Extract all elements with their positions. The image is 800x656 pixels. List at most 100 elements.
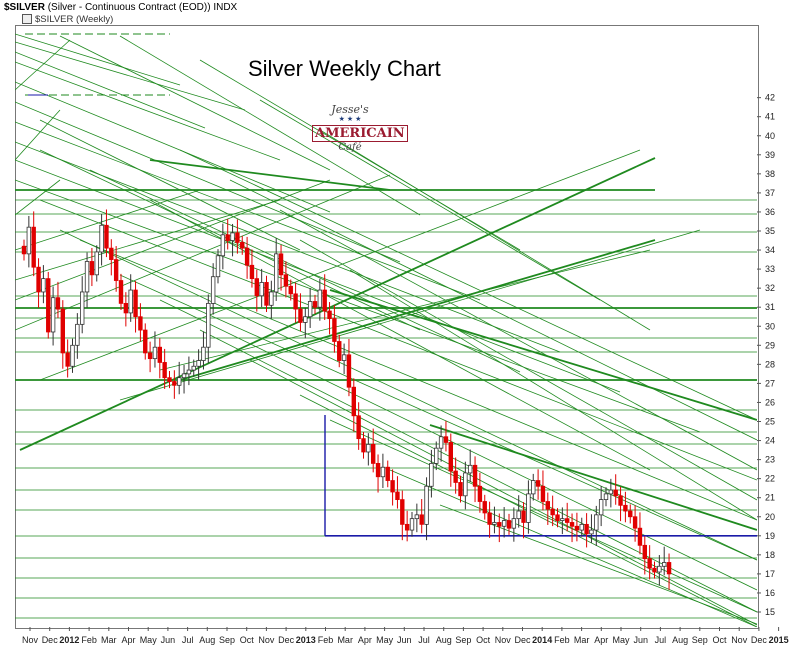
trendline-bold — [149, 159, 391, 191]
trendline-desc — [199, 59, 521, 251]
candle-body — [259, 282, 264, 297]
x-tick-label: May — [612, 635, 630, 645]
candle-body — [550, 508, 555, 516]
y-tick-label: 28 — [765, 359, 775, 369]
candle-body — [249, 264, 255, 280]
candle-body — [322, 289, 327, 312]
candle-body — [99, 224, 104, 253]
candle-body — [404, 523, 410, 531]
trendline-desc — [319, 129, 651, 331]
chart-header: $SILVER (Silver - Continuous Contract (E… — [4, 2, 237, 13]
candle-body — [477, 485, 483, 502]
chart-title: Silver Weekly Chart — [248, 56, 441, 81]
y-tick-label: 20 — [765, 512, 775, 522]
candle-body — [366, 443, 371, 453]
candle-body — [637, 527, 643, 546]
legend-series-label: $SILVER (Weekly) — [35, 14, 114, 25]
trendline-desc — [15, 159, 621, 393]
candle-body — [70, 344, 75, 367]
candle-body — [584, 523, 589, 535]
trendline-desc — [229, 179, 757, 441]
candle-body — [152, 346, 158, 360]
x-tick-label: Mar — [574, 635, 590, 645]
candle-body — [123, 302, 129, 314]
legend-swatch — [22, 14, 32, 25]
candle-body — [332, 318, 337, 342]
logo-line1: Jesse's — [331, 103, 369, 116]
candle-body — [400, 499, 405, 525]
trendline-bold — [179, 239, 656, 381]
plot-layer — [15, 33, 757, 627]
candle-body — [579, 523, 584, 531]
candle-body — [443, 436, 449, 443]
x-tick-label: Jun — [397, 635, 412, 645]
candle-body — [36, 266, 41, 293]
candle-body — [385, 466, 390, 481]
x-tick-label: Nov — [495, 635, 512, 645]
candle-body — [652, 567, 657, 573]
candle-body — [113, 259, 119, 281]
candle-body — [594, 514, 599, 531]
x-tick-label: Dec — [42, 635, 59, 645]
candle-body — [288, 285, 293, 295]
y-tick-label: 35 — [765, 226, 775, 236]
x-tick-label: Dec — [278, 635, 295, 645]
candle-body — [662, 562, 667, 567]
trendline-desc — [119, 274, 757, 561]
trendline-bold — [429, 424, 757, 531]
trendline-desc — [249, 359, 757, 626]
candle-body — [303, 316, 308, 323]
candle-body — [220, 234, 226, 257]
x-tick-label: Feb — [318, 635, 334, 645]
y-tick-label: 23 — [765, 455, 775, 465]
candle-body — [283, 274, 289, 287]
trendline-desc — [59, 229, 757, 561]
x-tick-label: Oct — [712, 635, 727, 645]
y-tick-label: 25 — [765, 417, 775, 427]
x-tick-label: Mar — [337, 635, 353, 645]
x-tick-label: Sep — [455, 635, 471, 645]
x-tick-label: Feb — [81, 635, 97, 645]
candle-body — [487, 512, 492, 525]
candle-body — [80, 291, 85, 325]
candle-body — [623, 504, 628, 512]
candle-body — [419, 514, 424, 525]
candle-body — [370, 443, 376, 464]
candle-body — [390, 480, 395, 493]
candle-body — [467, 464, 473, 474]
candle-body — [516, 510, 521, 520]
trendline-desc — [299, 239, 757, 501]
candle-body — [143, 329, 148, 354]
candle-body — [215, 255, 221, 278]
x-tick-label: 2015 — [769, 635, 789, 645]
candle-body — [191, 365, 196, 371]
y-tick-label: 32 — [765, 283, 775, 293]
candle-body — [273, 253, 279, 293]
candle-body — [312, 301, 318, 308]
trendline-desc — [179, 149, 757, 421]
series-legend: $SILVER (Weekly) — [22, 14, 113, 25]
y-tick-label: 40 — [765, 131, 775, 141]
x-tick-label: Jun — [633, 635, 648, 645]
candle-body — [351, 386, 356, 417]
candle-body — [21, 245, 27, 255]
candle-body — [531, 480, 536, 495]
candle-body — [414, 514, 420, 520]
candle-body — [463, 472, 468, 497]
y-tick-label: 33 — [765, 264, 775, 274]
x-tick-label: Apr — [121, 635, 135, 645]
trendline-desc — [15, 121, 481, 301]
candle-body — [569, 522, 575, 527]
x-tick-label: Apr — [594, 635, 608, 645]
candle-body — [409, 518, 415, 531]
candle-body — [317, 289, 323, 308]
y-tick-label: 22 — [765, 474, 775, 484]
candle-body — [84, 261, 90, 293]
candle-body — [565, 518, 570, 523]
candle-body — [26, 226, 32, 255]
candle-body — [210, 276, 216, 304]
candle-body — [31, 226, 36, 268]
x-tick-label: Dec — [514, 635, 531, 645]
trendline-desc — [15, 41, 246, 111]
